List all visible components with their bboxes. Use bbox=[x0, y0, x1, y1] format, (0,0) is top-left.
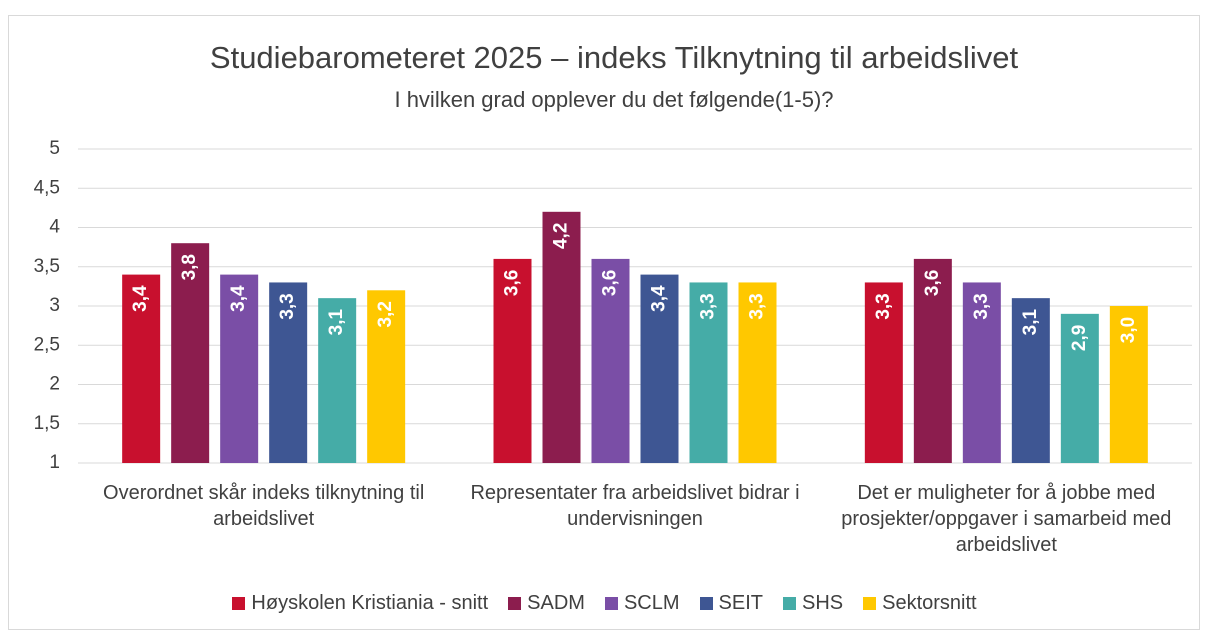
y-tick-label: 4,5 bbox=[34, 177, 60, 198]
legend-swatch bbox=[863, 597, 877, 610]
data-label: 3,6 bbox=[922, 270, 943, 296]
legend-item: SCLM bbox=[604, 592, 680, 615]
legend-item: Sektorsnitt bbox=[863, 592, 977, 615]
bar bbox=[318, 298, 357, 463]
data-label: 3,3 bbox=[277, 293, 298, 319]
bar bbox=[913, 258, 952, 463]
bar bbox=[1011, 298, 1050, 463]
y-tick-label: 4 bbox=[49, 217, 60, 238]
bar bbox=[864, 282, 903, 463]
legend-label: SHS bbox=[801, 592, 844, 614]
y-tick-label: 2,5 bbox=[34, 334, 60, 355]
data-label: 3,4 bbox=[130, 285, 151, 312]
legend: Høyskolen Kristiania - snitt SADM SCLM SEIT… bbox=[0, 592, 1209, 615]
legend-label: SADM bbox=[527, 592, 585, 614]
legend-label: Sektorsnitt bbox=[882, 592, 977, 614]
x-tick-label: Overordnet skår indeks tilknytning til a… bbox=[103, 482, 425, 530]
data-label: 3,2 bbox=[375, 301, 396, 327]
data-label: 3,3 bbox=[747, 293, 768, 319]
data-label: 3,6 bbox=[502, 270, 523, 296]
y-tick-label: 5 bbox=[49, 138, 60, 159]
bar bbox=[122, 274, 161, 463]
data-label: 3,0 bbox=[1118, 317, 1139, 343]
data-label: 2,9 bbox=[1069, 325, 1090, 351]
data-label: 3,8 bbox=[179, 254, 200, 280]
bar bbox=[1109, 306, 1148, 463]
legend-swatch bbox=[604, 597, 618, 610]
legend-swatch bbox=[782, 597, 796, 610]
legend-item: SEIT bbox=[699, 592, 763, 615]
data-label: 3,4 bbox=[649, 285, 670, 312]
bar bbox=[171, 243, 210, 463]
bar bbox=[689, 282, 728, 463]
y-tick-label: 2 bbox=[49, 374, 60, 395]
bar bbox=[493, 258, 532, 463]
bar bbox=[591, 258, 630, 463]
data-label: 3,4 bbox=[228, 285, 249, 312]
legend-swatch bbox=[508, 597, 522, 610]
y-tick-label: 1,5 bbox=[34, 413, 60, 434]
data-label: 3,3 bbox=[698, 293, 719, 319]
legend-swatch bbox=[699, 597, 713, 610]
bar bbox=[269, 282, 308, 463]
y-tick-label: 1 bbox=[49, 452, 60, 473]
legend-label: SEIT bbox=[718, 592, 763, 614]
x-tick-label: Representater fra arbeidslivet bidrar i … bbox=[470, 482, 800, 530]
data-label: 3,3 bbox=[971, 293, 992, 319]
chart-subtitle: I hvilken grad opplever du det følgende(… bbox=[394, 87, 833, 112]
data-label: 3,1 bbox=[1020, 309, 1041, 336]
bar bbox=[1060, 313, 1099, 463]
data-label: 3,3 bbox=[873, 293, 894, 319]
legend-label: Høyskolen Kristiania - snitt bbox=[251, 592, 489, 614]
data-label: 3,6 bbox=[600, 270, 621, 296]
bar bbox=[220, 274, 259, 463]
bar bbox=[640, 274, 679, 463]
legend-item: SHS bbox=[782, 592, 844, 615]
chart-title: Studiebarometeret 2025 – indeks Tilknytn… bbox=[210, 40, 1019, 75]
x-tick-label: Det er muligheter for å jobbe med prosje… bbox=[841, 482, 1172, 556]
data-label: 3,1 bbox=[326, 309, 347, 336]
bar bbox=[962, 282, 1001, 463]
bar bbox=[367, 290, 406, 463]
y-tick-label: 3,5 bbox=[34, 256, 60, 277]
legend-item: Høyskolen Kristiania - snitt bbox=[232, 592, 488, 615]
bar bbox=[542, 211, 581, 463]
legend-swatch bbox=[232, 597, 246, 610]
legend-item: SADM bbox=[508, 592, 585, 615]
legend-label: SCLM bbox=[623, 592, 680, 614]
y-tick-label: 3 bbox=[49, 295, 60, 316]
data-label: 4,2 bbox=[551, 223, 572, 249]
bar bbox=[738, 282, 777, 463]
